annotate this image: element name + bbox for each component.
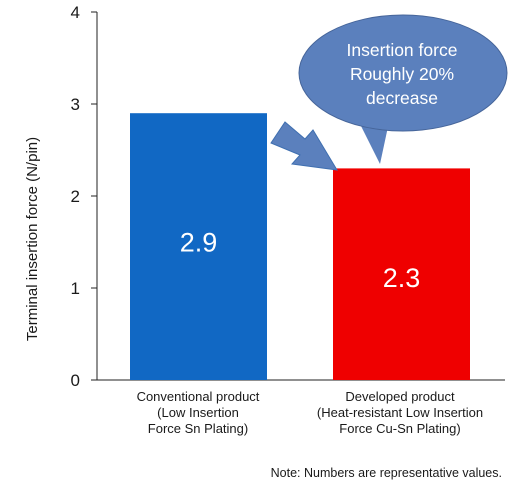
footnote: Note: Numbers are representative values. xyxy=(270,466,502,480)
category-label-line: (Low Insertion xyxy=(157,405,239,420)
bar-series: 2.9 2.3 xyxy=(130,113,470,380)
bar-2 xyxy=(333,168,470,380)
y-tick-label: 2 xyxy=(71,187,80,206)
category-label-line: Conventional product xyxy=(137,389,260,404)
y-tick-label: 3 xyxy=(71,95,80,114)
y-axis-label: Terminal insertion force (N/pin) xyxy=(24,137,41,341)
arrow-icon xyxy=(270,121,338,171)
bubble-text-line: Insertion force xyxy=(347,40,458,60)
y-axis-ticks: 0 1 2 3 4 xyxy=(71,3,97,390)
annotation-group: Insertion force Roughly 20% decrease xyxy=(270,14,508,171)
speech-bubble xyxy=(298,14,508,132)
y-tick-label: 1 xyxy=(71,279,80,298)
category-label-line: Force Sn Plating) xyxy=(148,421,248,436)
bubble-text-line: decrease xyxy=(366,88,438,108)
bar-value-label-1: 2.9 xyxy=(180,228,218,258)
category-label-line: Force Cu-Sn Plating) xyxy=(339,421,460,436)
y-tick-label: 0 xyxy=(71,371,80,390)
category-label-line: (Heat-resistant Low Insertion xyxy=(317,405,483,420)
bar-1 xyxy=(130,113,267,380)
bar-value-label-2: 2.3 xyxy=(383,263,421,293)
category-label-line: Developed product xyxy=(345,389,455,404)
y-tick-label: 4 xyxy=(71,3,80,22)
x-axis-category-labels: Conventional product(Low InsertionForce … xyxy=(137,389,484,436)
bubble-text-line: Roughly 20% xyxy=(350,64,454,84)
